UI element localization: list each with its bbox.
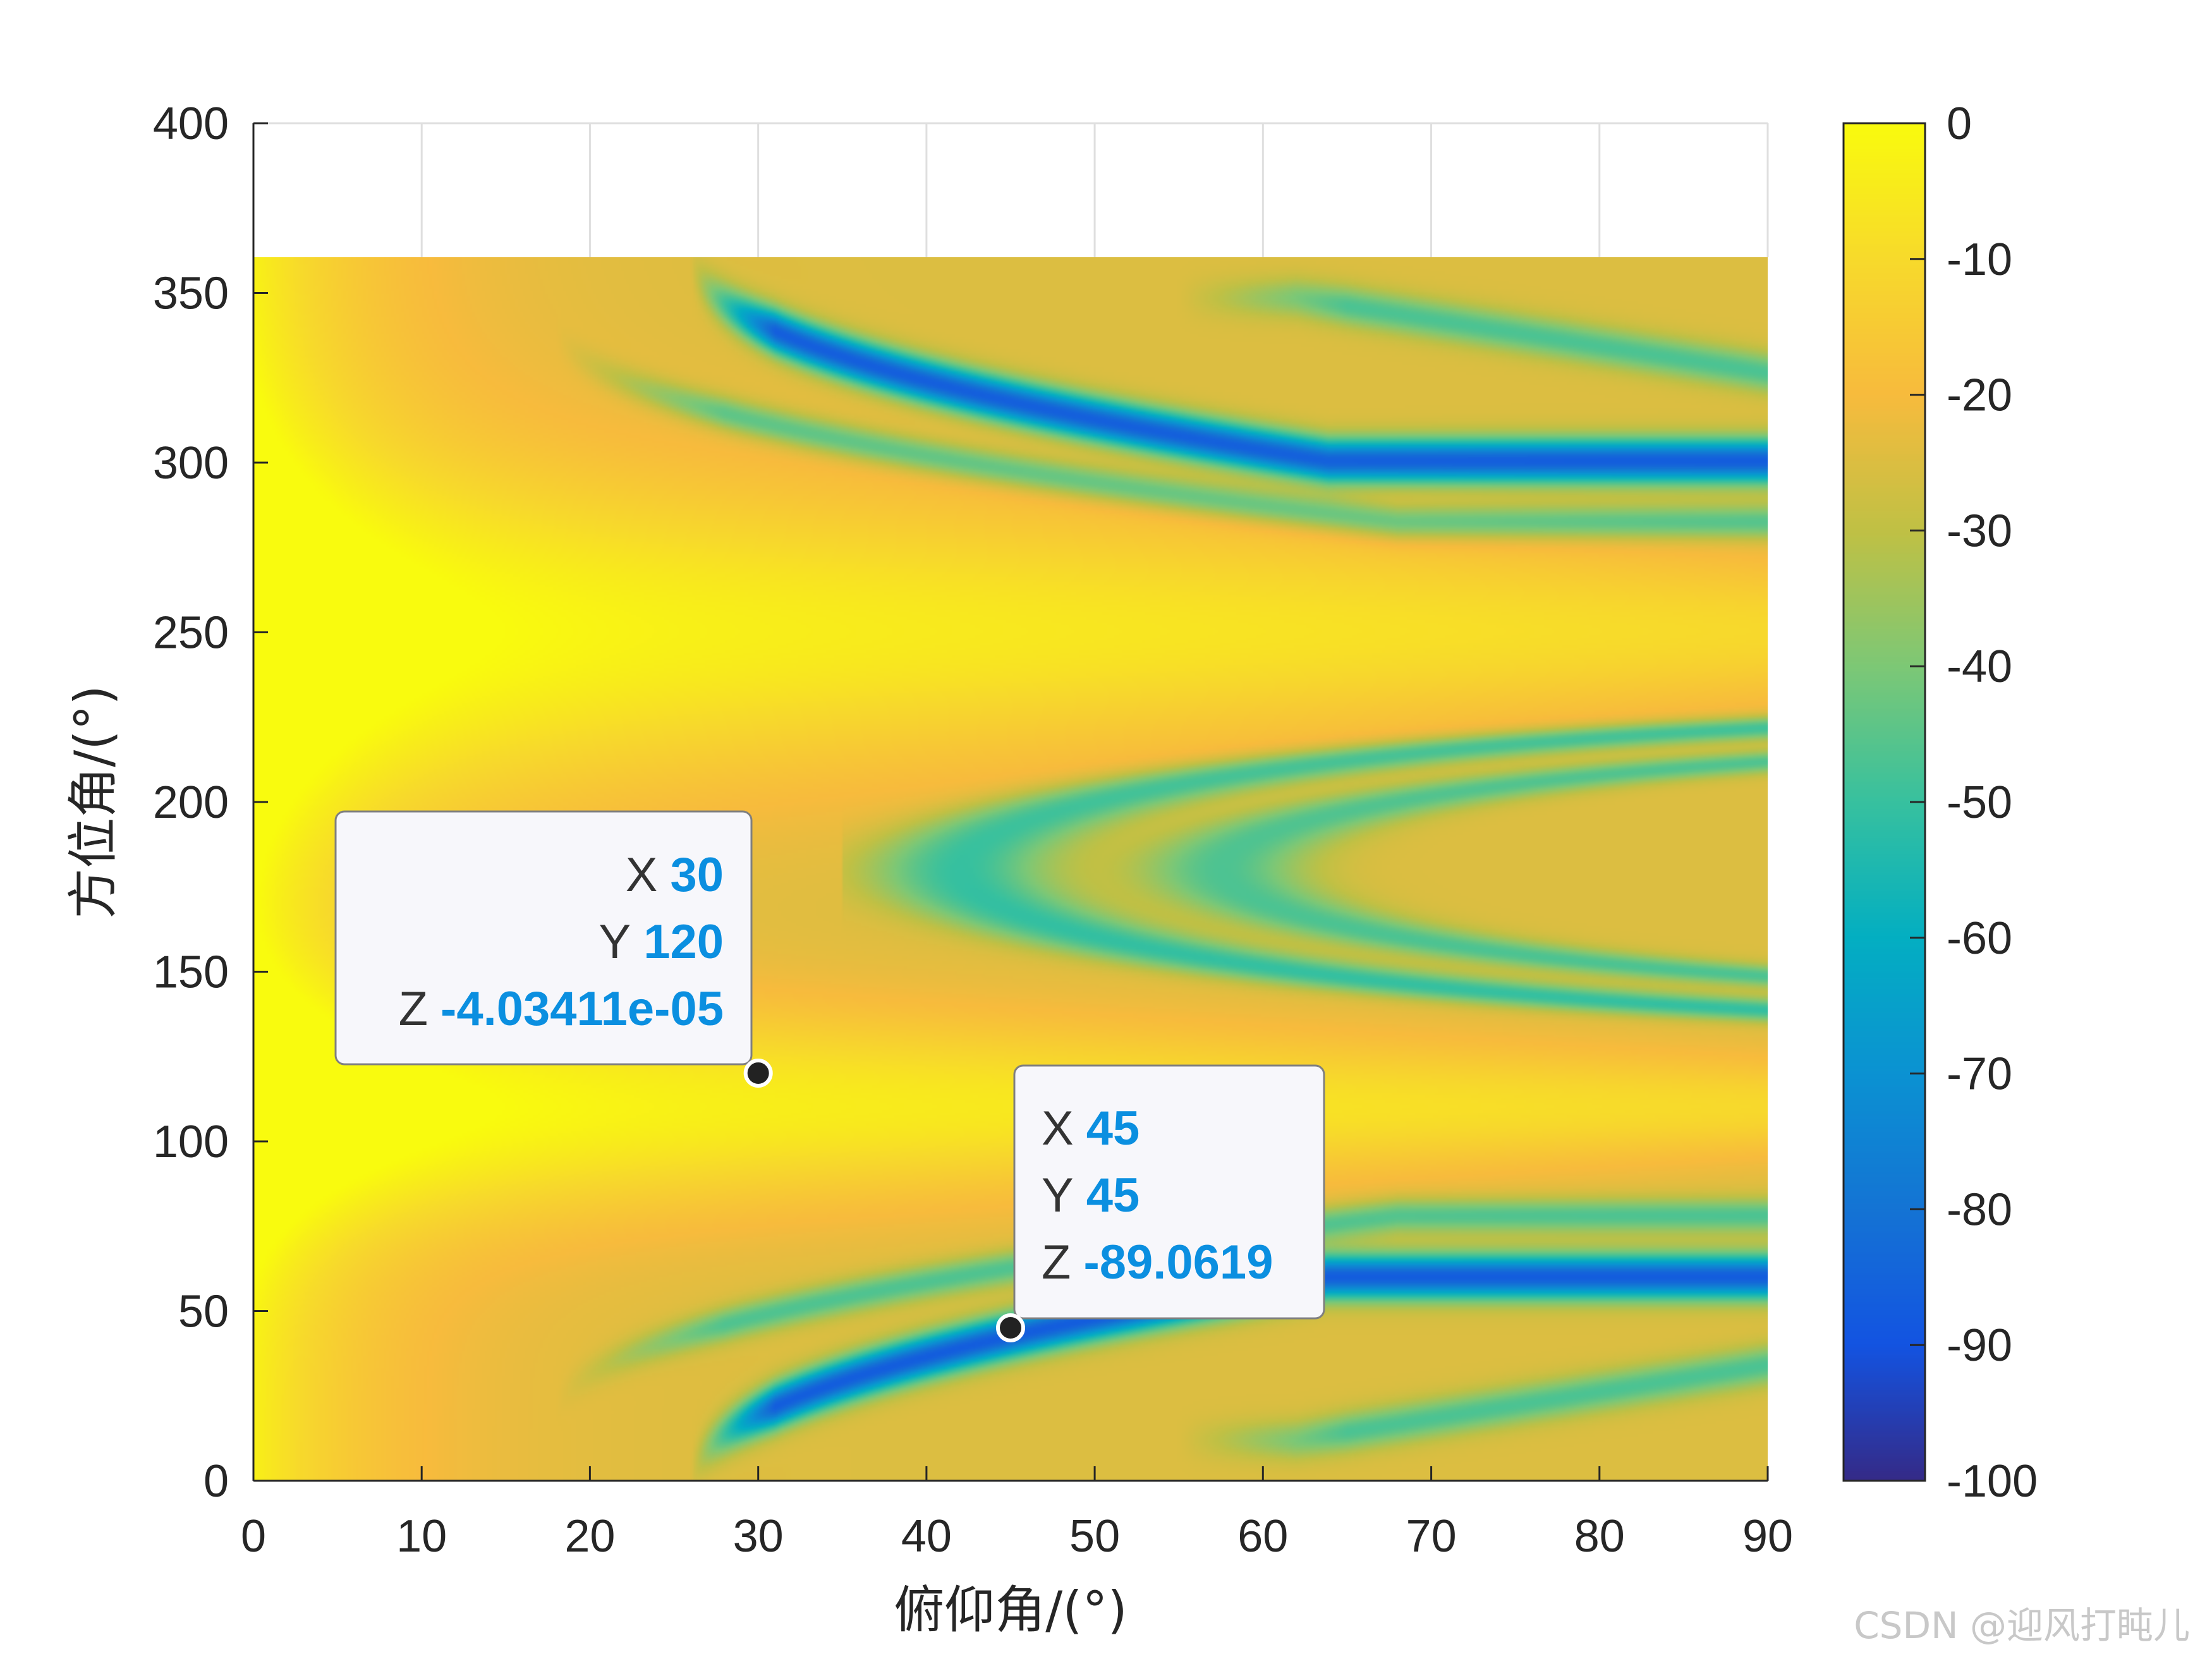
cb-tick-label: -40 xyxy=(1947,641,2012,692)
y-tick-400: 400 xyxy=(153,99,268,149)
x-tick-label: 50 xyxy=(1069,1511,1120,1562)
cb-tick-100: -100 xyxy=(1910,1456,2038,1507)
x-tick-10: 10 xyxy=(396,1466,447,1562)
y-tick-200: 200 xyxy=(153,777,268,828)
x-tick-90: 90 xyxy=(1742,1466,1793,1562)
cb-tick-label: -90 xyxy=(1947,1320,2012,1371)
y-tick-350: 350 xyxy=(153,269,268,319)
cb-tick-80: -80 xyxy=(1910,1184,2012,1235)
grid-lines xyxy=(253,122,1769,257)
x-tick-label: 80 xyxy=(1574,1511,1625,1562)
cb-tick-40: -40 xyxy=(1910,641,2012,692)
datatip-marker[interactable] xyxy=(743,1059,773,1088)
watermark: CSDN @迎风打盹儿 xyxy=(1854,1604,2190,1647)
y-tick-label: 300 xyxy=(153,438,229,489)
x-tick-70: 70 xyxy=(1406,1466,1457,1562)
datatip-y-key: Y xyxy=(599,915,631,969)
x-tick-label: 60 xyxy=(1237,1511,1288,1562)
x-tick-label: 10 xyxy=(396,1511,447,1562)
x-tick-label: 40 xyxy=(901,1511,952,1562)
x-tick-60: 60 xyxy=(1237,1466,1288,1562)
cb-tick-10: -10 xyxy=(1910,234,2012,285)
cb-tick-label: -10 xyxy=(1947,234,2012,285)
datatip-x-row: X 45 xyxy=(1042,1102,1139,1155)
x-tick-label: 20 xyxy=(564,1511,615,1562)
datatip-x-value: 30 xyxy=(670,848,724,902)
y-tick-label: 350 xyxy=(153,269,229,319)
datatip-z-key: Z xyxy=(1042,1236,1071,1289)
x-tick-label: 90 xyxy=(1742,1511,1793,1562)
y-tick-label: 250 xyxy=(153,608,229,659)
colorbar: 0 -10 -20 -30 -40 -50 -60 -70 -80 -90 -1… xyxy=(1842,99,2038,1507)
y-tick-300: 300 xyxy=(153,438,268,489)
datatip-z-value: -89.0619 xyxy=(1083,1236,1273,1289)
cb-tick-label: -80 xyxy=(1947,1184,2012,1235)
datatip-marker[interactable] xyxy=(996,1313,1025,1342)
datatip-y-value: 45 xyxy=(1086,1169,1140,1222)
datatip-y-row: Y 45 xyxy=(1042,1169,1139,1222)
datatip-x-value: 45 xyxy=(1086,1102,1140,1155)
x-tick-40: 40 xyxy=(901,1466,952,1562)
axes-frame xyxy=(252,123,1768,1482)
y-tick-label: 50 xyxy=(178,1287,229,1337)
datatip-y-row: Y 120 xyxy=(599,915,724,969)
x-tick-80: 80 xyxy=(1574,1466,1625,1562)
x-axis: 0 10 20 30 40 50 60 70 80 90 xyxy=(241,1466,1793,1562)
datatip-y-key: Y xyxy=(1042,1169,1074,1222)
y-tick-50: 50 xyxy=(178,1287,268,1337)
cb-tick-label: 0 xyxy=(1947,99,1972,149)
y-tick-label: 0 xyxy=(204,1456,229,1507)
y-tick-150: 150 xyxy=(153,947,268,998)
cb-tick-60: -60 xyxy=(1910,913,2012,964)
datatip-z-row: Z -4.03411e-05 xyxy=(399,982,724,1036)
x-tick-30: 30 xyxy=(733,1466,784,1562)
datatip-z-row: Z -89.0619 xyxy=(1042,1236,1273,1289)
cb-tick-70: -70 xyxy=(1910,1049,2012,1100)
cb-tick-label: -60 xyxy=(1947,913,2012,964)
datatip-x-key: X xyxy=(1042,1102,1074,1155)
y-axis: 0 50 100 150 200 250 300 350 400 xyxy=(153,99,268,1507)
datatip-y-value: 120 xyxy=(643,915,724,969)
cb-tick-label: -20 xyxy=(1947,370,2012,421)
y-tick-label: 400 xyxy=(153,99,229,149)
cb-tick-30: -30 xyxy=(1910,506,2012,556)
y-tick-250: 250 xyxy=(153,608,268,659)
cb-tick-50: -50 xyxy=(1910,777,2012,828)
cb-tick-20: -20 xyxy=(1910,370,2012,421)
datatip-x-key: X xyxy=(626,848,658,902)
x-tick-50: 50 xyxy=(1069,1466,1120,1562)
datatip-z-value: -4.03411e-05 xyxy=(441,982,724,1036)
x-tick-20: 20 xyxy=(564,1466,615,1562)
x-tick-label: 70 xyxy=(1406,1511,1457,1562)
y-tick-label: 150 xyxy=(153,947,229,998)
y-axis-title: 方位角/(°) xyxy=(64,685,123,918)
datatip-x-row: X 30 xyxy=(626,848,724,902)
cb-tick-label: -70 xyxy=(1947,1049,2012,1100)
datatip-1[interactable]: X 30 Y 120 Z -4.03411e-05 xyxy=(334,810,773,1088)
datatip-box xyxy=(334,810,753,1066)
y-tick-0: 0 xyxy=(204,1456,268,1507)
cb-tick-0: 0 xyxy=(1910,99,1972,149)
datatip-2[interactable]: X 45 Y 45 Z -89.0619 xyxy=(996,1064,1325,1342)
x-tick-label: 0 xyxy=(241,1511,266,1562)
cb-tick-label: -100 xyxy=(1947,1456,2038,1507)
datatip-z-key: Z xyxy=(399,982,428,1036)
y-tick-100: 100 xyxy=(153,1117,268,1167)
cb-tick-90: -90 xyxy=(1910,1320,2012,1371)
x-axis-title: 俯仰角/(°) xyxy=(894,1581,1127,1639)
cb-tick-label: -50 xyxy=(1947,777,2012,828)
y-tick-label: 200 xyxy=(153,777,229,828)
datatip-box xyxy=(1013,1064,1325,1320)
cb-tick-label: -30 xyxy=(1947,506,2012,556)
x-tick-0: 0 xyxy=(241,1466,266,1562)
y-tick-label: 100 xyxy=(153,1117,229,1167)
x-tick-label: 30 xyxy=(733,1511,784,1562)
